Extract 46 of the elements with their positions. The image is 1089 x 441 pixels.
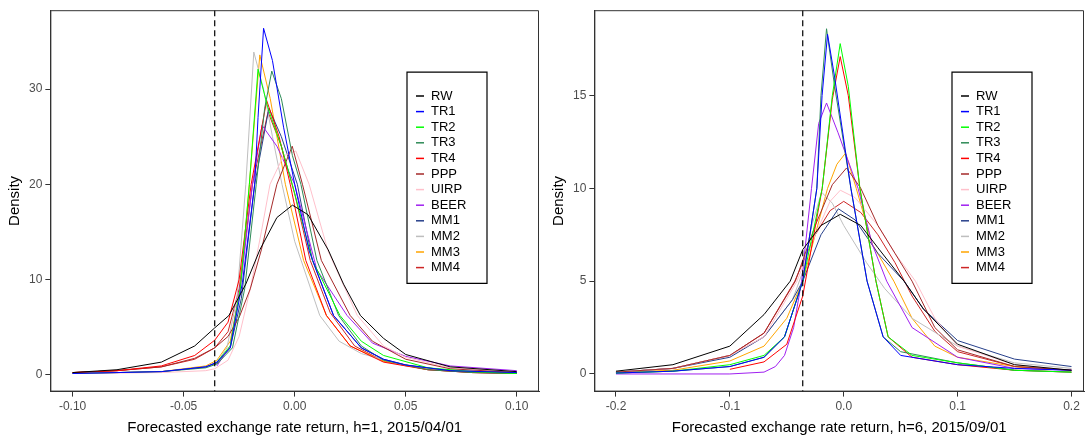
legend-label: PPP <box>976 165 1003 181</box>
legend-label: TR1 <box>976 103 1001 119</box>
legend-label: BEER <box>431 196 467 212</box>
x-tick-label: 0.10 <box>505 399 529 414</box>
legend-label: TR2 <box>976 118 1001 134</box>
y-axis-title: Density <box>549 175 567 226</box>
y-tick-label: 0 <box>35 366 43 381</box>
y-tick-label: 0 <box>579 366 587 381</box>
x-tick-label: -0.05 <box>169 399 198 414</box>
x-tick-label: -0.10 <box>58 399 87 414</box>
x-tick-label: -0.1 <box>719 399 741 414</box>
legend-label: MM3 <box>431 243 460 259</box>
legend-label: TR4 <box>976 149 1001 165</box>
legend-label: MM2 <box>976 227 1005 243</box>
x-tick-label: 0.1 <box>949 399 967 414</box>
legend-label: TR4 <box>431 149 456 165</box>
x-tick-label: 0.05 <box>394 399 418 414</box>
y-tick-label: 5 <box>579 273 587 288</box>
legend-label: MM1 <box>431 212 460 228</box>
y-tick-label: 10 <box>28 271 43 286</box>
legend-label: BEER <box>976 196 1012 212</box>
x-tick-label: -0.2 <box>605 399 627 414</box>
x-axis-title: Forecasted exchange rate return, h=1, 2015/04/01 <box>127 418 463 436</box>
y-tick-label: 30 <box>28 81 43 96</box>
legend-label: MM3 <box>976 243 1005 259</box>
legend-label: RW <box>976 87 999 103</box>
legend-label: MM4 <box>976 259 1005 275</box>
y-axis-title: Density <box>5 175 23 226</box>
legend-label: MM4 <box>431 259 460 275</box>
y-tick-label: 15 <box>572 87 587 102</box>
y-tick-label: 10 <box>572 180 587 195</box>
x-tick-label: 0.2 <box>1063 399 1081 414</box>
legend-label: UIRP <box>431 181 463 197</box>
legend-label: TR2 <box>431 118 456 134</box>
legend-label: TR3 <box>431 134 456 150</box>
legend-label: TR1 <box>431 103 456 119</box>
x-tick-label: 0.0 <box>835 399 853 414</box>
y-tick-label: 20 <box>28 176 43 191</box>
legend-label: UIRP <box>976 181 1008 197</box>
legend-label: MM1 <box>976 212 1005 228</box>
legend-label: PPP <box>431 165 458 181</box>
legend-label: RW <box>431 87 454 103</box>
x-tick-label: 0.00 <box>282 399 307 414</box>
legend-label: TR3 <box>976 134 1001 150</box>
x-axis-title: Forecasted exchange rate return, h=6, 2015/09/01 <box>671 418 1007 436</box>
legend-label: MM2 <box>431 227 460 243</box>
